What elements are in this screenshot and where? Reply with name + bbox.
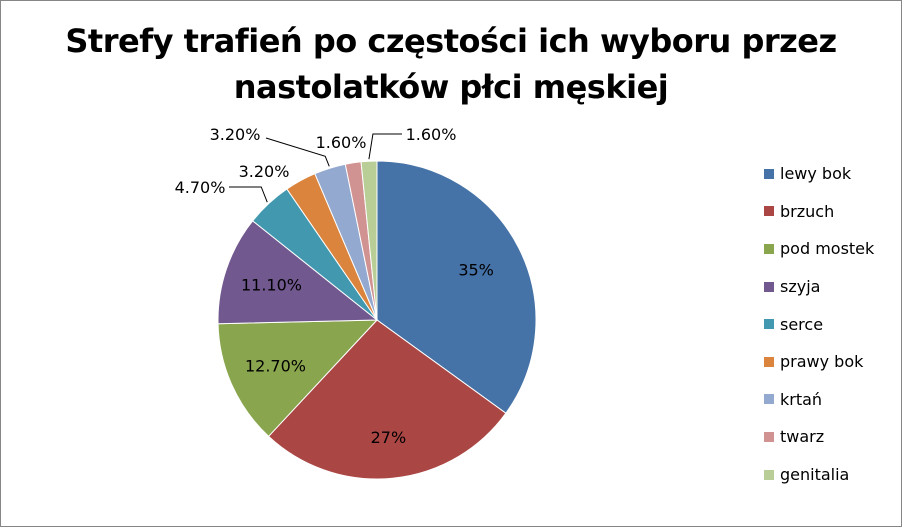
legend-item: brzuch	[764, 193, 874, 231]
legend-item: krtań	[764, 381, 874, 419]
legend-item: serce	[764, 305, 874, 343]
pie-slice-genitalia	[360, 160, 378, 321]
legend-label: brzuch	[780, 201, 835, 221]
legend-item: twarz	[764, 418, 874, 456]
legend-swatch	[764, 168, 774, 179]
legend-swatch	[764, 281, 774, 292]
legend-item: pod mostek	[764, 230, 874, 268]
data-label: 1.60%	[316, 133, 367, 152]
chart-title-line-2: nastolatków płci męskiej	[233, 68, 669, 106]
data-label: 4.70%	[175, 178, 226, 197]
data-label: 12.70%	[245, 357, 306, 376]
pie-slice-brzuch	[267, 319, 507, 480]
leader-line	[229, 186, 268, 203]
legend-label: szyja	[780, 277, 821, 297]
legend-label: serce	[780, 314, 824, 334]
legend-swatch	[764, 356, 774, 367]
legend-swatch	[764, 319, 774, 330]
legend-swatch	[764, 431, 774, 442]
legend-label: pod mostek	[780, 239, 875, 259]
legend-label: krtań	[780, 389, 823, 409]
legend-swatch	[764, 469, 774, 480]
pie-slice-pod-mostek	[217, 319, 379, 438]
legend-swatch	[764, 394, 774, 405]
legend-label: prawy bok	[780, 352, 864, 372]
legend-item: lewy bok	[764, 155, 874, 193]
data-label: 27%	[371, 428, 407, 447]
legend-label: genitalia	[780, 465, 850, 485]
legend-item: prawy bok	[764, 343, 874, 381]
chart-title-line-1: Strefy trafień po częstości ich wyboru p…	[65, 22, 837, 60]
legend-label: lewy bok	[780, 164, 852, 184]
chart-title: Strefy trafień po częstości ich wyboru p…	[0, 18, 902, 110]
chart-legend: lewy bok brzuch pod mostek szyja serce prawy …	[764, 155, 874, 493]
legend-swatch	[764, 243, 774, 254]
leader-line	[368, 133, 402, 160]
pie-slice-lewy-bok	[376, 160, 537, 414]
legend-item: genitalia	[764, 456, 874, 494]
data-label: 1.60%	[406, 125, 457, 144]
data-label: 11.10%	[241, 276, 302, 295]
legend-item: szyja	[764, 268, 874, 306]
data-label: 35%	[458, 260, 494, 279]
leader-line	[265, 137, 330, 167]
data-label: 3.20%	[210, 125, 261, 144]
legend-label: twarz	[780, 427, 825, 447]
data-label: 3.20%	[239, 162, 290, 181]
pie-slice-szyja	[217, 220, 379, 325]
legend-swatch	[764, 206, 774, 217]
